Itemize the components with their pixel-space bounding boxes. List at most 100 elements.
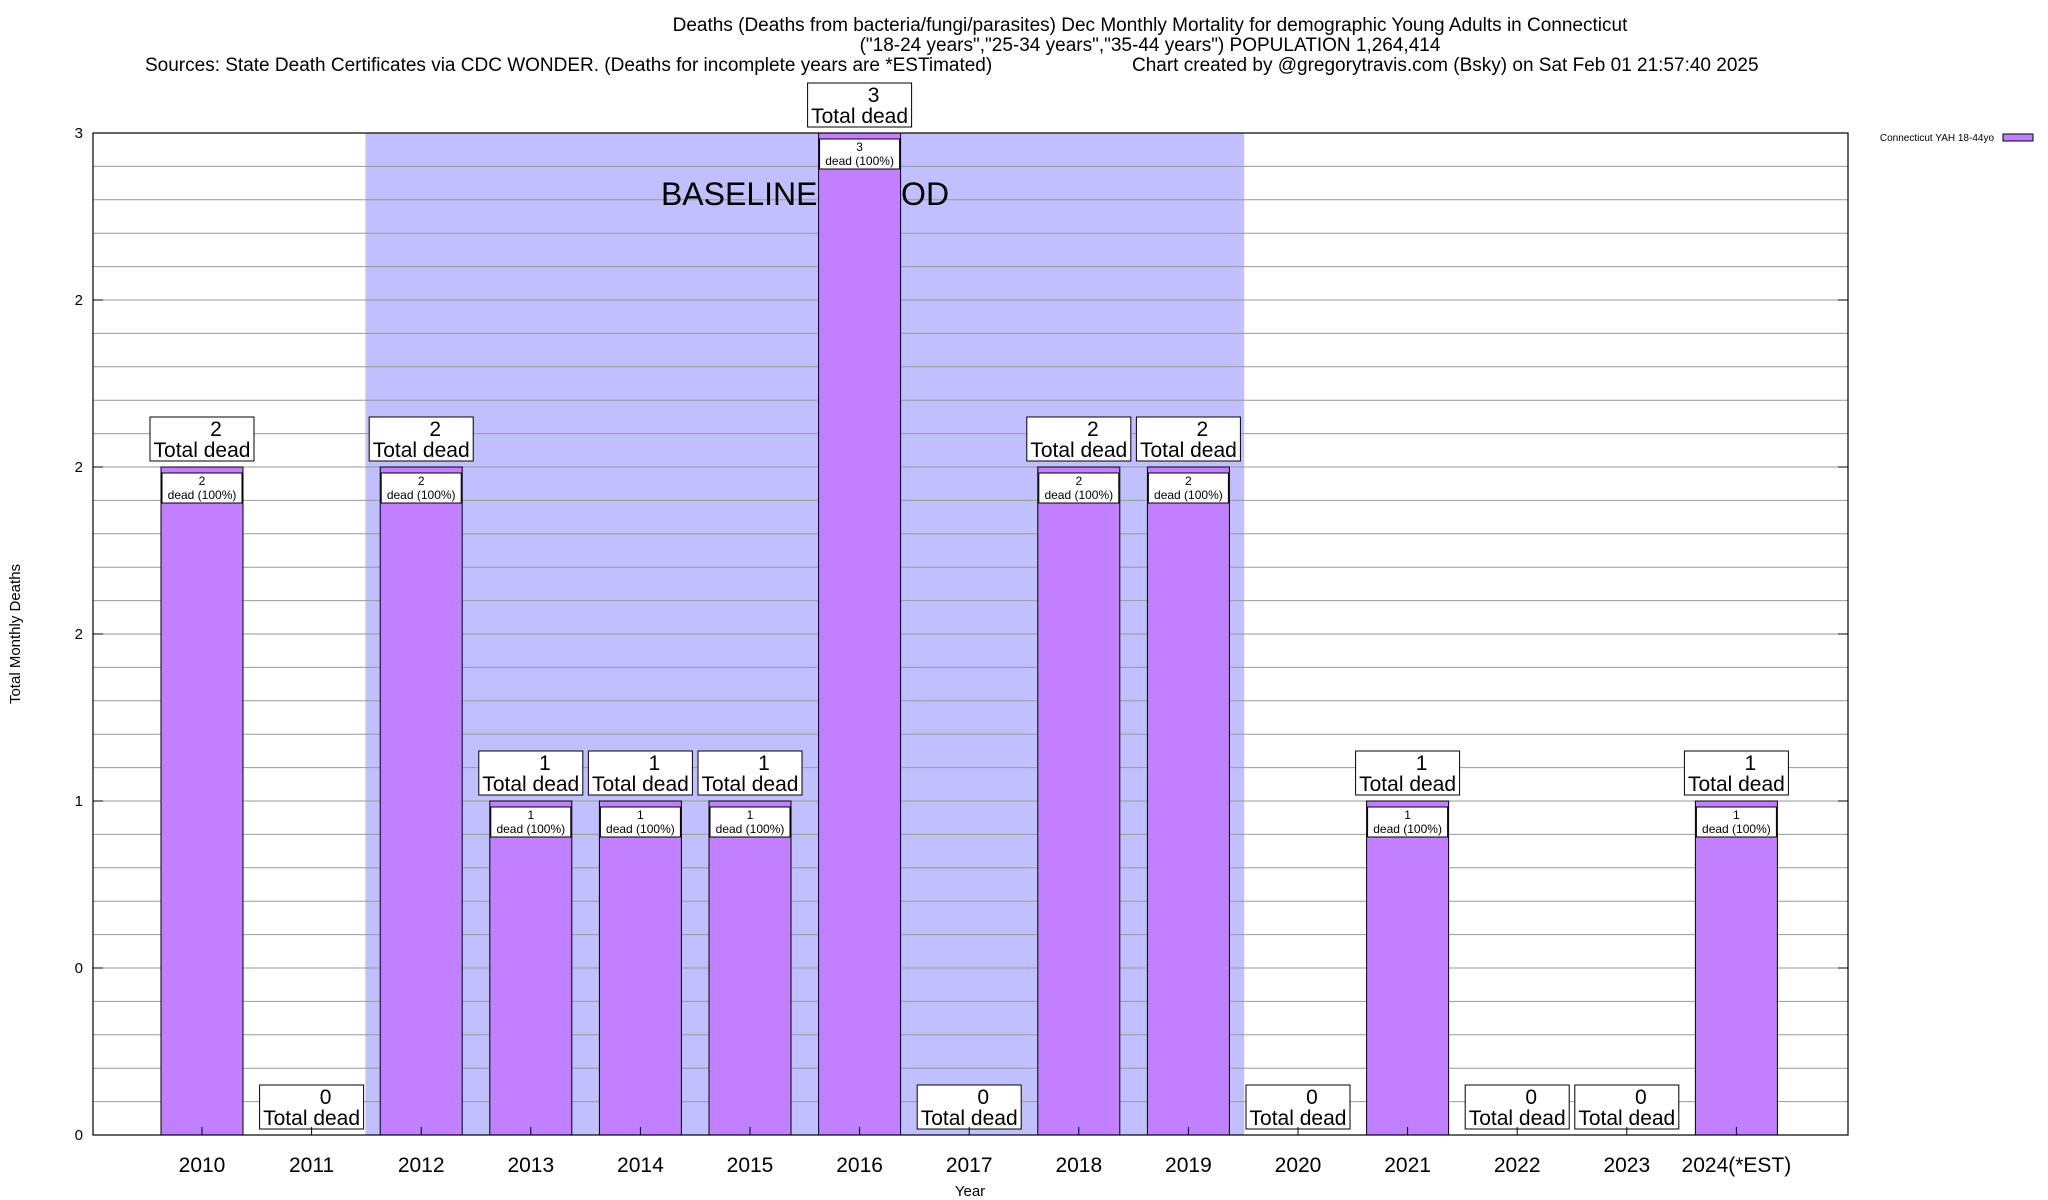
bar-inner-value: 1: [1733, 808, 1740, 822]
total-label-box: [916, 1084, 1022, 1130]
total-label-box: [149, 416, 255, 462]
bar-inner-label-box: [380, 472, 462, 504]
bar-inner-value: 2: [1075, 474, 1082, 488]
total-label-box: [1574, 1084, 1680, 1130]
bar: [598, 800, 682, 1136]
total-label-box: [1026, 416, 1132, 462]
y-tick-label: 0: [75, 1127, 83, 1144]
y-tick-label: 3: [75, 125, 83, 142]
bar-inner-value: 2: [418, 474, 425, 488]
total-value: 2: [210, 418, 222, 441]
chart-subtitle: ("18-24 years","25-34 years","35-44 year…: [860, 35, 1441, 56]
total-value: 0: [1306, 1086, 1318, 1109]
bar-inner-label: dead (100%): [1044, 488, 1113, 502]
total-value: 0: [1635, 1086, 1647, 1109]
chart-sources: Sources: State Death Certificates via CD…: [145, 55, 992, 76]
x-tick-label: 2015: [727, 1154, 774, 1177]
bar-inner-label: dead (100%): [716, 822, 785, 836]
y-tick-label: 1: [75, 793, 83, 810]
y-tick-label: 0: [75, 960, 83, 977]
total-label: Total dead: [263, 1107, 360, 1130]
total-label: Total dead: [702, 773, 799, 796]
total-label: Total dead: [1688, 773, 1785, 796]
total-label: Total dead: [921, 1107, 1018, 1130]
y-tick-label: 2: [75, 626, 83, 643]
total-label: Total dead: [1140, 439, 1237, 462]
bar: [1146, 466, 1230, 1136]
total-label-box: [478, 750, 584, 796]
chart-title: Deaths (Deaths from bacteria/fungi/paras…: [673, 15, 1628, 36]
bar-inner-label-box: [599, 806, 681, 838]
y-axis-label: Total Monthly Deaths: [7, 564, 24, 704]
total-label: Total dead: [373, 439, 470, 462]
bar-inner-value: 1: [1404, 808, 1411, 822]
total-label-box: [1355, 750, 1461, 796]
bar-inner-label: dead (100%): [825, 154, 894, 168]
y-tick-label: 2: [75, 292, 83, 309]
bar: [1037, 466, 1121, 1136]
total-label-box: [807, 82, 913, 128]
bar: [1694, 800, 1778, 1136]
legend-swatch: [2002, 133, 2034, 142]
bar: [489, 800, 573, 1136]
total-value: 0: [1525, 1086, 1537, 1109]
total-label: Total dead: [1030, 439, 1127, 462]
bar-inner-value: 2: [1185, 474, 1192, 488]
bar-inner-label-box: [1367, 806, 1449, 838]
chart-titles: Deaths (Deaths from bacteria/fungi/paras…: [145, 15, 1759, 76]
total-value: 1: [539, 752, 551, 775]
total-label-box: [259, 1084, 365, 1130]
total-value: 1: [1416, 752, 1428, 775]
bar: [818, 132, 902, 1136]
total-value: 1: [758, 752, 770, 775]
total-value: 1: [1745, 752, 1757, 775]
bar: [708, 800, 792, 1136]
x-tick-label: 2011: [289, 1154, 334, 1177]
bar-inner-label-box: [1038, 472, 1120, 504]
x-tick-label: 2022: [1494, 1154, 1541, 1177]
x-tick-label: 2024(*EST): [1682, 1154, 1792, 1177]
total-value: 2: [1197, 418, 1209, 441]
x-axis-label: Year: [955, 1183, 985, 1200]
legend-label: Connecticut YAH 18-44yo: [1880, 133, 1995, 144]
x-tick-label: 2013: [507, 1154, 554, 1177]
x-tick-label: 2016: [836, 1154, 883, 1177]
total-label: Total dead: [1469, 1107, 1566, 1130]
total-value: 0: [320, 1086, 332, 1109]
x-tick-label: 2019: [1165, 1154, 1212, 1177]
total-label: Total dead: [1578, 1107, 1675, 1130]
bar-inner-label-box: [709, 806, 791, 838]
x-tick-label: 2018: [1055, 1154, 1102, 1177]
bar-inner-value: 1: [747, 808, 754, 822]
bar-inner-value: 3: [856, 140, 863, 154]
total-value: 3: [868, 84, 880, 107]
bar-inner-value: 1: [527, 808, 534, 822]
total-label: Total dead: [1359, 773, 1456, 796]
bar: [379, 466, 463, 1136]
total-label-box: [1135, 416, 1241, 462]
bar: [160, 466, 244, 1136]
total-label-box: [587, 750, 693, 796]
total-label-box: [368, 416, 474, 462]
bar-inner-value: 2: [199, 474, 206, 488]
total-label-box: [697, 750, 803, 796]
x-tick-label: 2017: [946, 1154, 993, 1177]
bar-inner-label: dead (100%): [496, 822, 565, 836]
total-label: Total dead: [592, 773, 689, 796]
bar-inner-label: dead (100%): [1373, 822, 1442, 836]
x-tick-label: 2010: [179, 1154, 226, 1177]
y-tick-label: 2: [75, 459, 83, 476]
total-label-box: [1683, 750, 1789, 796]
total-value: 1: [649, 752, 661, 775]
bar-inner-label: dead (100%): [387, 488, 456, 502]
baseline-label: BASELINE PERIOD: [661, 176, 949, 212]
bar-inner-label: dead (100%): [1154, 488, 1223, 502]
bar-inner-value: 1: [637, 808, 644, 822]
x-tick-label: 2012: [398, 1154, 445, 1177]
x-tick-label: 2014: [617, 1154, 664, 1177]
chart-credit: Chart created by @gregorytravis.com (Bsk…: [1132, 55, 1759, 76]
x-tick-label: 2021: [1384, 1154, 1431, 1177]
plot-border: [92, 132, 1849, 1136]
bar-inner-label: dead (100%): [1702, 822, 1771, 836]
